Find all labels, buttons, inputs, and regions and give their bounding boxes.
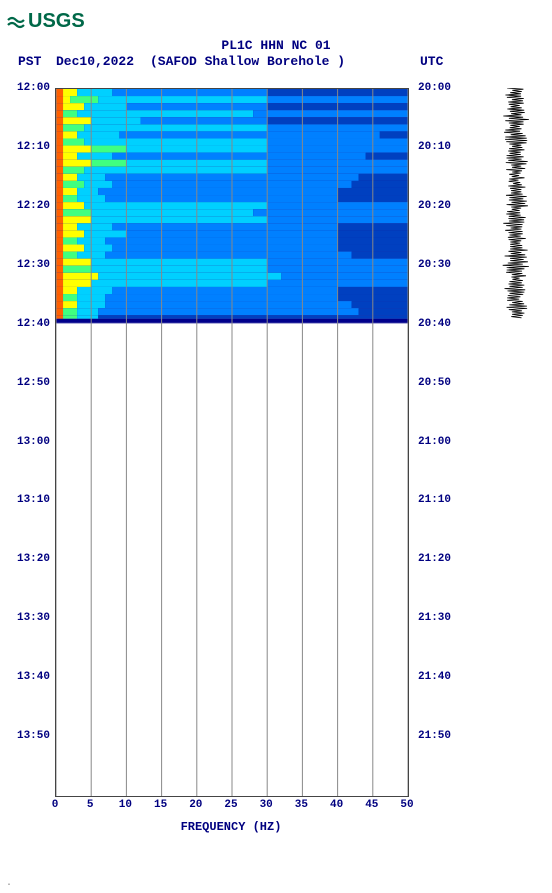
ytick-right-label: 21:40 [418,671,451,683]
ytick-right-label: 20:00 [418,82,451,94]
xtick-label: 35 [295,799,308,811]
ytick-left-label: 12:00 [4,82,50,94]
ytick-left-label: 12:10 [4,141,50,153]
ytick-left-label: 12:40 [4,318,50,330]
ytick-left-label: 12:50 [4,377,50,389]
ytick-right-label: 20:30 [418,259,451,271]
svg-text:USGS: USGS [28,10,85,32]
ytick-right-label: 21:10 [418,494,451,506]
left-tz-label: PST [18,54,41,69]
ytick-right-label: 20:50 [418,377,451,389]
station-label: (SAFOD Shallow Borehole ) [150,54,345,69]
date-label: Dec10,2022 [56,54,134,69]
xtick-label: 45 [365,799,378,811]
ytick-left-label: 13:30 [4,612,50,624]
chart-title: PL1C HHN NC 01 [0,38,552,54]
ytick-right-label: 21:00 [418,436,451,448]
xtick-label: 50 [400,799,413,811]
spectrogram-plot [55,88,409,797]
ytick-right-label: 21:50 [418,730,451,742]
xtick-label: 0 [52,799,59,811]
right-tz-label: UTC [420,54,443,69]
usgs-logo: USGS [6,6,92,39]
ytick-right-label: 20:10 [418,141,451,153]
waveform-trace [498,88,534,795]
xtick-label: 25 [224,799,237,811]
ytick-right-label: 21:30 [418,612,451,624]
ytick-right-label: 20:40 [418,318,451,330]
xaxis-label: FREQUENCY (HZ) [55,820,407,834]
xtick-label: 5 [87,799,94,811]
footer-mark: . [6,878,12,889]
ytick-right-label: 20:20 [418,200,451,212]
ytick-left-label: 13:00 [4,436,50,448]
ytick-left-label: 12:20 [4,200,50,212]
ytick-left-label: 13:10 [4,494,50,506]
ytick-left-label: 13:20 [4,553,50,565]
xtick-label: 10 [119,799,132,811]
xtick-label: 40 [330,799,343,811]
xtick-label: 30 [260,799,273,811]
xtick-label: 20 [189,799,202,811]
ytick-left-label: 13:40 [4,671,50,683]
xtick-label: 15 [154,799,167,811]
ytick-left-label: 12:30 [4,259,50,271]
ytick-right-label: 21:20 [418,553,451,565]
ytick-left-label: 13:50 [4,730,50,742]
